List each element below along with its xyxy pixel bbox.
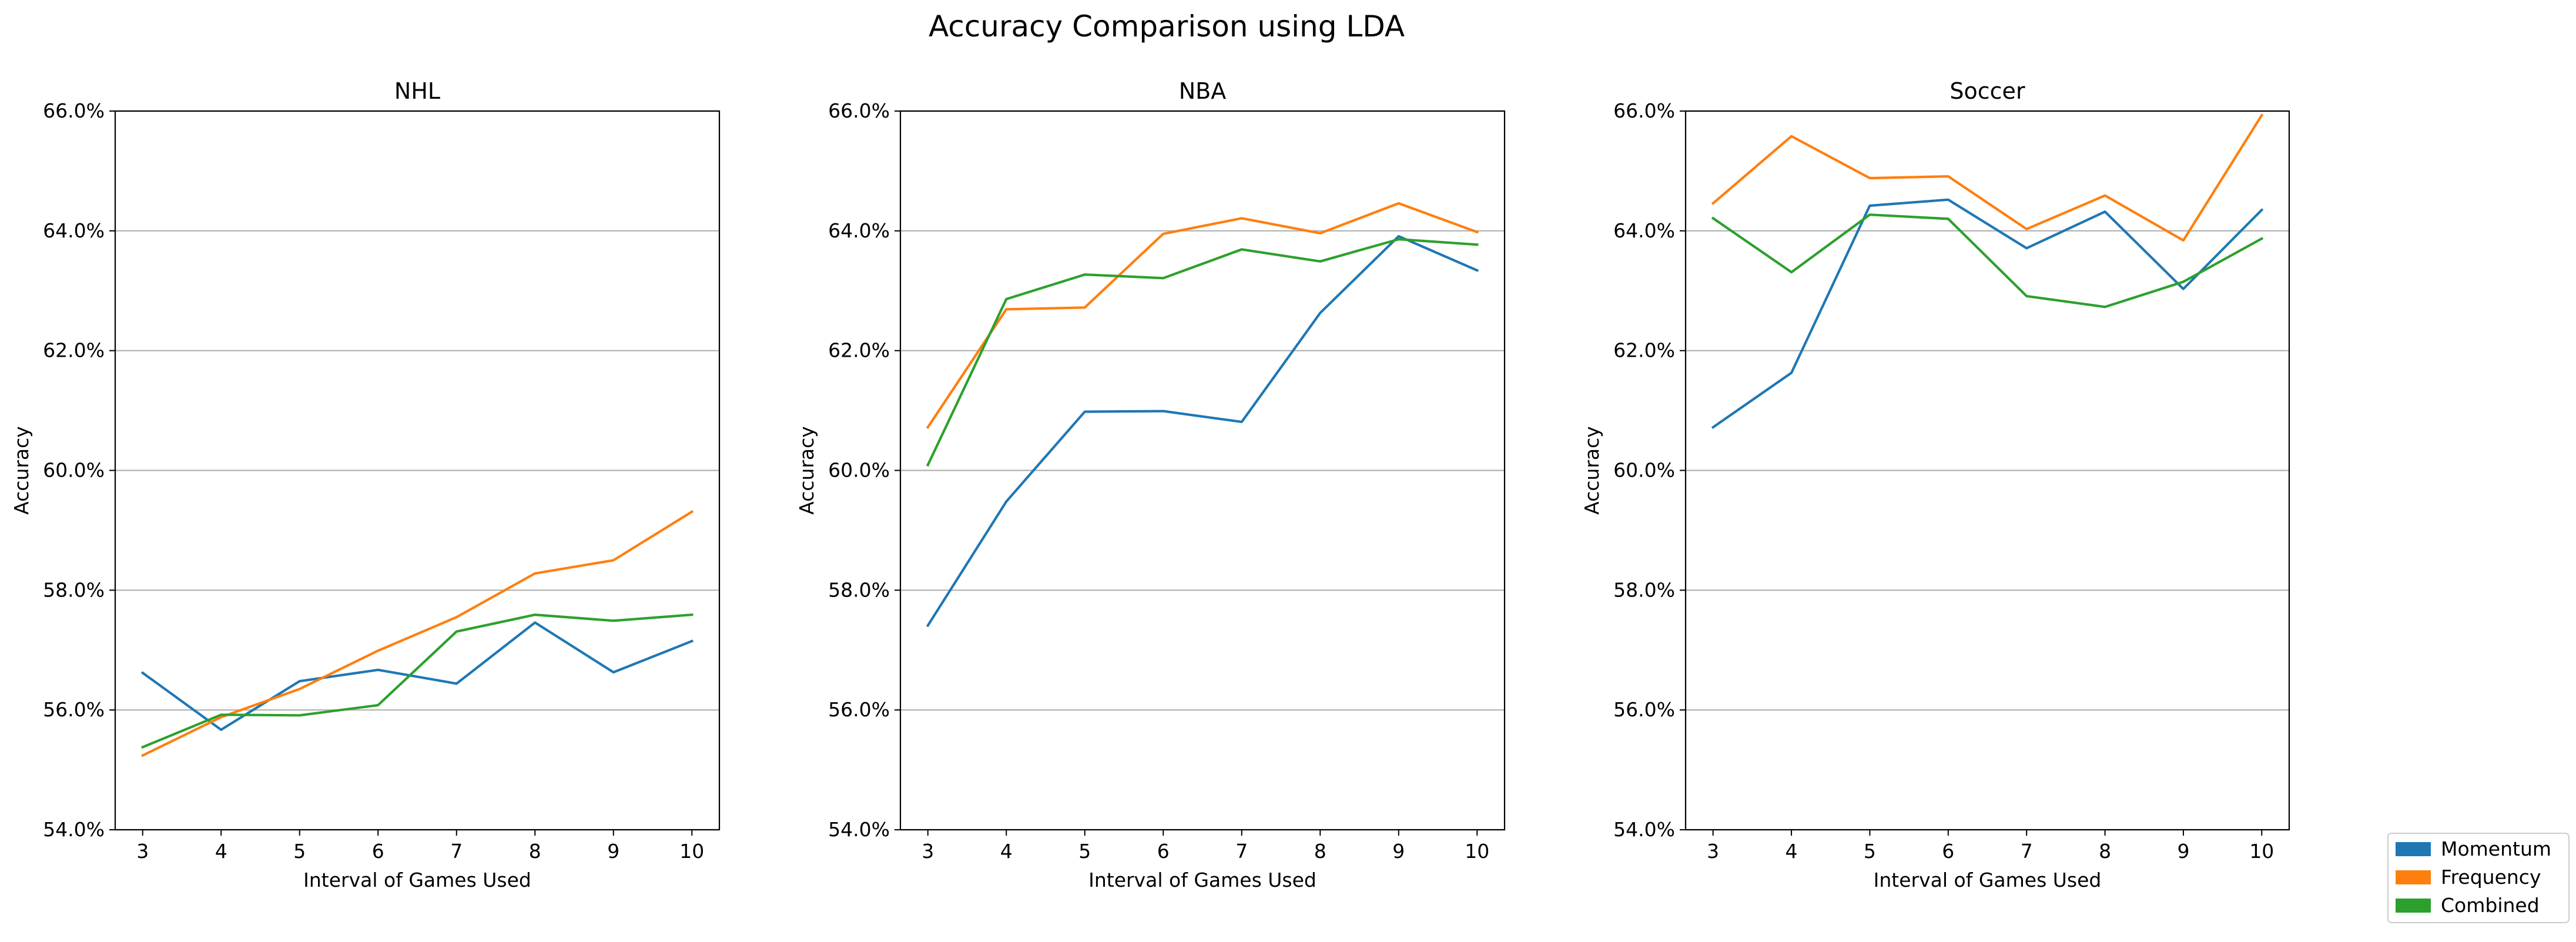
chart-nba: 54.0% 56.0% 58.0% 60.0% 62.0% 64.0% 66.0% 3 4 5 6 7…	[795, 78, 1506, 891]
x-tick-label: 3	[922, 840, 934, 863]
y-tick-label: 58.0%	[828, 578, 890, 601]
y-tick-label: 62.0%	[828, 339, 890, 362]
y-tick-label: 56.0%	[43, 698, 105, 721]
legend-swatch-momentum	[2396, 842, 2431, 856]
x-tick-label: 5	[293, 840, 306, 863]
series-line-frequency	[926, 202, 1479, 430]
x-tick-label: 5	[1864, 840, 1876, 863]
legend-label-frequency: Frequency	[2441, 866, 2541, 889]
y-tick-label: 56.0%	[828, 698, 890, 721]
y-tick-label: 60.0%	[1613, 459, 1675, 482]
x-tick-label: 10	[679, 840, 704, 863]
series-line-momentum	[926, 234, 1479, 628]
y-tick-label: 66.0%	[1613, 99, 1675, 122]
x-tick-label: 7	[450, 840, 463, 863]
x-axis-label: Interval of Games Used	[1874, 869, 2102, 891]
legend-swatch-frequency	[2396, 870, 2431, 884]
axes-frame	[114, 110, 721, 831]
x-tick-label: 9	[1392, 840, 1405, 863]
y-tick-label: 58.0%	[43, 578, 105, 601]
x-tick-label: 7	[1235, 840, 1248, 863]
legend-label-momentum: Momentum	[2441, 837, 2551, 860]
y-tick-label: 64.0%	[43, 219, 105, 242]
y-tick-label: 64.0%	[828, 219, 890, 242]
y-tick-label: 60.0%	[43, 459, 105, 482]
axes-frame	[1684, 110, 2290, 831]
x-axis-label: Interval of Games Used	[1088, 869, 1317, 891]
x-tick-label: 4	[1000, 840, 1013, 863]
series-line-combined	[1711, 213, 2264, 309]
x-tick-label: 9	[607, 840, 619, 863]
x-tick-label: 8	[2099, 840, 2111, 863]
x-axis-label: Interval of Games Used	[303, 869, 531, 891]
y-tick-label: 56.0%	[1613, 698, 1675, 721]
y-tick-label: 64.0%	[1613, 219, 1675, 242]
chart-soccer: 54.0% 56.0% 58.0% 60.0% 62.0% 64.0% 66.0% 3 4 5 6 7…	[1580, 78, 2290, 891]
x-tick-label: 10	[1465, 840, 1489, 863]
y-tick-label: 58.0%	[1613, 578, 1675, 601]
x-tick-label: 3	[1707, 840, 1719, 863]
charts-area: 54.0% 56.0% 58.0% 60.0% 62.0% 64.0% 66.0% 3 4 5 6 7…	[10, 78, 2290, 891]
y-axis-label: Accuracy	[1580, 426, 1603, 515]
y-tick-label: 62.0%	[43, 339, 105, 362]
x-tick-label: 4	[1786, 840, 1798, 863]
y-tick-label: 62.0%	[1613, 339, 1675, 362]
series-line-combined	[140, 613, 694, 749]
legend-label-combined: Combined	[2441, 894, 2540, 917]
x-tick-label: 9	[2177, 840, 2189, 863]
y-axis-label: Accuracy	[10, 426, 33, 515]
legend-frame	[2387, 833, 2570, 923]
y-tick-label: 54.0%	[43, 818, 105, 841]
x-tick-label: 6	[1942, 840, 1954, 863]
x-tick-label: 3	[136, 840, 149, 863]
series-line-momentum	[1711, 198, 2264, 430]
x-tick-label: 8	[529, 840, 541, 863]
panel-title: NHL	[394, 78, 440, 104]
panel-title: Soccer	[1949, 78, 2025, 104]
x-tick-label: 7	[2021, 840, 2033, 863]
series-line-frequency	[140, 509, 694, 757]
y-axis-label: Accuracy	[795, 426, 818, 515]
panel-title: NBA	[1179, 78, 1227, 104]
x-tick-label: 4	[215, 840, 227, 863]
x-tick-label: 6	[372, 840, 384, 863]
y-tick-label: 60.0%	[828, 459, 890, 482]
x-tick-label: 10	[2249, 840, 2274, 863]
x-tick-label: 6	[1157, 840, 1170, 863]
chart-nhl: 54.0% 56.0% 58.0% 60.0% 62.0% 64.0% 66.0% 3 4 5 6 7…	[10, 78, 721, 891]
x-tick-label: 5	[1078, 840, 1091, 863]
series-line-combined	[926, 238, 1479, 467]
y-tick-label: 54.0%	[828, 818, 890, 841]
series-line-frequency	[1711, 113, 2264, 242]
series-line-momentum	[140, 621, 694, 731]
y-tick-label: 66.0%	[43, 99, 105, 122]
x-tick-label: 8	[1314, 840, 1326, 863]
legend-swatch-combined	[2396, 899, 2431, 913]
y-tick-label: 66.0%	[828, 99, 890, 122]
y-tick-label: 54.0%	[1613, 818, 1675, 841]
figure-title: Accuracy Comparison using LDA	[929, 9, 1405, 43]
axes-frame	[899, 110, 1506, 831]
legend: Momentum Frequency Combined	[2387, 833, 2570, 923]
